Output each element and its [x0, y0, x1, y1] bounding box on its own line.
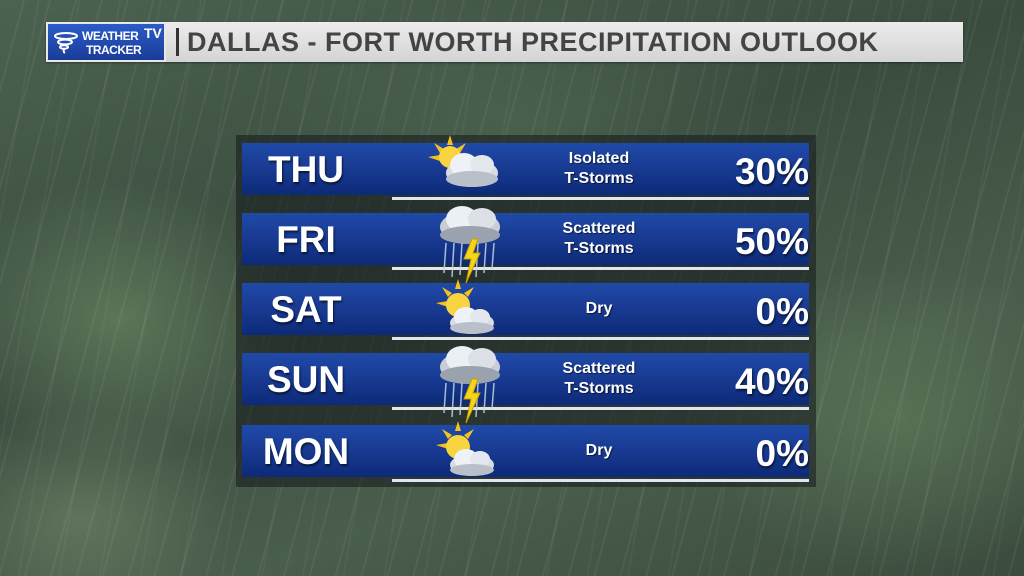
forecast-bar	[242, 143, 809, 195]
partly-sunny-icon	[428, 135, 498, 187]
condition-line-1: Dry	[585, 442, 613, 459]
weather-tracker-logo: WEATHER TV TRACKER	[46, 22, 166, 62]
condition-line-1: Dry	[585, 300, 613, 317]
forecast-row-sun: SUN Scattered T-Storms 40%	[242, 346, 809, 424]
day-label: FRI	[276, 219, 336, 260]
logo-text-tracker: TRACKER	[86, 43, 142, 57]
precip-chance: 30%	[734, 151, 809, 192]
condition-text: Scattered T-Storms	[538, 213, 660, 265]
condition-line-1: Scattered	[562, 220, 636, 237]
forecast-panel: THU Isolated T-Storms 30% FRI	[236, 135, 816, 487]
day-label: THU	[267, 149, 345, 190]
header-bar: WEATHER TV TRACKER DALLAS - FORT WORTH P…	[46, 22, 963, 62]
forecast-row-thu: THU Isolated T-Storms 30%	[242, 135, 809, 200]
day-label: SUN	[266, 359, 346, 400]
header-divider	[176, 28, 179, 56]
forecast-bar	[242, 283, 809, 335]
precip-chance: 50%	[734, 221, 809, 262]
row-underline	[392, 267, 809, 270]
condition-text: Scattered T-Storms	[538, 353, 660, 405]
precip-chance: 40%	[734, 361, 809, 402]
thunderstorm-icon	[440, 346, 500, 424]
condition-text: Isolated T-Storms	[538, 143, 660, 195]
tornado-icon	[54, 32, 78, 54]
row-underline	[392, 479, 809, 482]
sun-cloud-icon	[436, 421, 494, 476]
forecast-row-mon: MON Dry 0%	[242, 421, 809, 482]
condition-line-1: Isolated	[568, 150, 630, 167]
forecast-row-fri: FRI Scattered T-Storms 50%	[242, 206, 809, 284]
forecast-bar	[242, 425, 809, 477]
day-label: SAT	[270, 289, 342, 330]
forecast-row-sat: SAT Dry 0%	[242, 279, 809, 340]
precip-chance: 0%	[755, 291, 809, 332]
thunderstorm-icon	[440, 206, 500, 284]
logo-text-tv: TV	[144, 25, 162, 41]
row-underline	[392, 197, 809, 200]
precip-chance: 0%	[755, 433, 809, 474]
sun-cloud-icon	[436, 279, 494, 334]
condition-text: Dry	[538, 425, 660, 477]
forecast-bar	[242, 213, 809, 265]
condition-text: Dry	[538, 283, 660, 335]
row-underline	[392, 337, 809, 340]
page-title: DALLAS - FORT WORTH PRECIPITATION OUTLOO…	[187, 26, 879, 57]
condition-line-2: T-Storms	[564, 380, 634, 397]
row-underline	[392, 407, 809, 410]
day-label: MON	[262, 431, 350, 472]
forecast-bar	[242, 353, 809, 405]
logo-text-weather: WEATHER	[82, 29, 139, 43]
condition-line-2: T-Storms	[564, 240, 634, 257]
condition-line-2: T-Storms	[564, 170, 634, 187]
condition-line-1: Scattered	[562, 360, 636, 377]
